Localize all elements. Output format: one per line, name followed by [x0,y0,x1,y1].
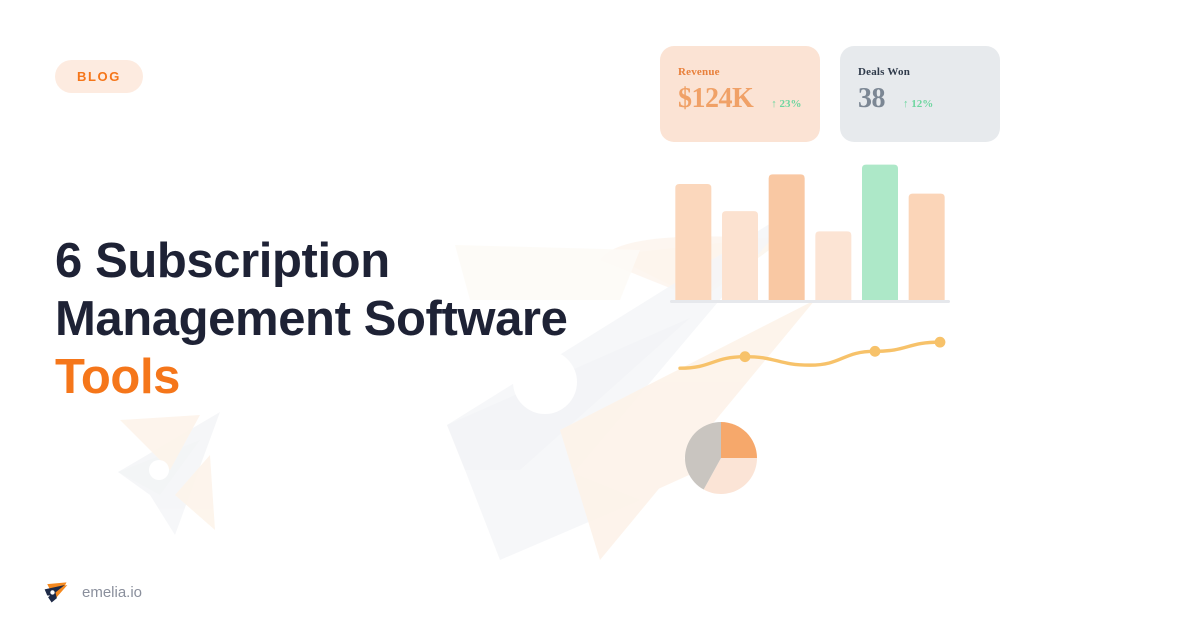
pie-chart [685,422,757,495]
line-chart-marker-3 [869,345,881,357]
stat-card-deals-won-row: 38 ↑ 12% [858,83,982,115]
line-chart-marker-1 [739,351,751,363]
bar-chart-bar-4 [815,231,852,300]
site-logo-text: emelia.io [82,583,143,601]
line-chart-marker-4 [934,336,946,348]
pie-chart-slice-segment-c [685,422,721,490]
stat-card-revenue-label: Revenue [678,66,720,78]
stat-card-revenue: Revenue $124K ↑ 23% [660,46,820,142]
bar-chart-baseline [670,300,950,303]
stat-card-deals-won-delta: ↑ 12% [903,98,934,110]
bar-chart-bar-3 [768,174,805,300]
stat-card-revenue-row: $124K ↑ 23% [678,83,802,115]
bar-chart-bar-5 [862,164,898,300]
page-title: 6 Subscription Management Software Tools [55,232,675,406]
line-chart-path [678,340,942,370]
stat-card-revenue-value: $124K [678,83,754,114]
stat-card-revenue-delta: ↑ 23% [771,98,802,110]
bar-chart [670,164,950,303]
line-chart [678,336,946,370]
stat-card-deals-won-value: 38 [858,83,886,114]
emelia-paper-plane-icon [44,582,68,603]
page-title-line-2: Management Software [55,292,568,346]
bar-chart-bar-2 [722,211,758,300]
site-logo[interactable]: emelia.io [42,578,142,606]
bar-chart-bar-6 [908,193,945,300]
pie-chart-slice-segment-a [721,422,757,458]
stat-card-deals-won-label: Deals Won [858,66,911,78]
page-title-line-3: Tools [55,350,181,404]
stat-card-deals-won: Deals Won 38 ↑ 12% [840,46,1000,142]
blog-badge: BLOG [55,60,143,93]
pie-chart-slice-segment-b [703,458,757,495]
page-title-line-1: 6 Subscription [55,234,390,288]
bar-chart-bar-1 [675,184,712,300]
